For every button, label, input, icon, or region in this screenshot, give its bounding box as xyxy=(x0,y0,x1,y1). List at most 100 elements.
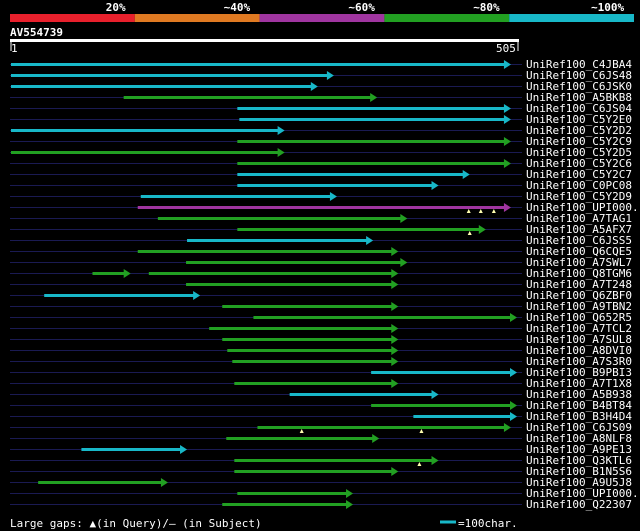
hit-label[interactable]: UniRef100_C6JS09 xyxy=(526,421,632,434)
hit-segment xyxy=(237,162,506,165)
hit-label[interactable]: UniRef100_B3H4D4 xyxy=(526,410,632,423)
hit-arrowhead xyxy=(329,192,337,201)
hit-arrowhead xyxy=(503,423,511,432)
hit-arrowhead xyxy=(366,236,374,245)
hit-label[interactable]: UniRef100_A7SWL7 xyxy=(526,256,632,269)
hit-label[interactable]: UniRef100_A5BKB8 xyxy=(526,91,632,104)
hit-label[interactable]: UniRef100_A8DVI0 xyxy=(526,344,632,357)
hit-arrowhead xyxy=(503,115,511,124)
gap-marker-icon xyxy=(478,209,483,213)
hit-segment xyxy=(81,448,183,451)
hit-segment xyxy=(137,206,506,209)
hit-label[interactable]: UniRef100_A9TBN2 xyxy=(526,300,632,313)
hit-arrowhead xyxy=(391,379,399,388)
hit-label[interactable]: UniRef100_A5AFX7 xyxy=(526,223,632,236)
hit-arrowhead xyxy=(391,280,399,289)
hit-arrowhead xyxy=(391,346,399,355)
hit-label[interactable]: UniRef100_Q8TGM6 xyxy=(526,267,632,280)
hit-label[interactable]: UniRef100_UPI000.. xyxy=(526,487,640,500)
hit-arrowhead xyxy=(391,302,399,311)
hit-segment xyxy=(234,470,394,473)
hit-segment xyxy=(209,327,394,330)
hit-label[interactable]: UniRef100_Q6CQE5 xyxy=(526,245,632,258)
hit-label[interactable]: UniRef100_A9U5J8 xyxy=(526,476,632,489)
hit-label[interactable]: UniRef100_A7SUL8 xyxy=(526,333,632,346)
identity-scale-bar xyxy=(10,14,634,22)
hit-arrowhead xyxy=(123,269,131,278)
hit-arrowhead xyxy=(277,126,285,135)
hit-segment xyxy=(92,272,126,275)
hit-segment xyxy=(239,118,506,121)
footer-gaps-legend: Large gaps: ▲(in Query)/– (in Subject) xyxy=(10,517,262,530)
hit-label[interactable]: UniRef100_C5Y2C6 xyxy=(526,157,632,170)
hit-label[interactable]: UniRef100_A7T248 xyxy=(526,278,632,291)
hit-label[interactable]: UniRef100_B1N5S6 xyxy=(526,465,632,478)
hit-label[interactable]: UniRef100_A7TAG1 xyxy=(526,212,632,225)
hit-arrowhead xyxy=(310,82,318,91)
hit-segment xyxy=(11,151,280,154)
scale-label: 20% xyxy=(105,1,126,14)
hit-segment xyxy=(234,459,434,462)
gap-marker-icon xyxy=(419,429,424,433)
hit-label[interactable]: UniRef100_Q22307 xyxy=(526,498,632,511)
hit-label[interactable]: UniRef100_C6JS04 xyxy=(526,102,632,115)
hit-label[interactable]: UniRef100_C5Y2C9 xyxy=(526,135,632,148)
scale-label: ~60% xyxy=(348,1,375,14)
hit-arrowhead xyxy=(503,60,511,69)
hit-segment xyxy=(44,294,196,297)
gap-marker-icon xyxy=(467,231,472,235)
hit-segment xyxy=(237,228,481,231)
hit-label[interactable]: UniRef100_B9PBI3 xyxy=(526,366,632,379)
hit-label[interactable]: UniRef100_C6JS48 xyxy=(526,69,632,82)
hit-label[interactable]: UniRef100_Q652R5 xyxy=(526,311,632,324)
hit-arrowhead xyxy=(462,170,470,179)
hit-label[interactable]: UniRef100_C6JSS5 xyxy=(526,234,632,247)
hit-arrowhead xyxy=(431,181,439,190)
hit-label[interactable]: UniRef100_C5Y2E0 xyxy=(526,113,632,126)
query-axis-bar xyxy=(10,39,519,42)
scale-label: ~40% xyxy=(223,1,251,14)
hit-label[interactable]: UniRef100_UPI000.. xyxy=(526,201,640,214)
hit-segment xyxy=(226,437,375,440)
gap-marker-icon xyxy=(466,209,471,213)
hit-segment xyxy=(11,63,506,66)
hit-segment xyxy=(157,217,403,220)
hit-segment xyxy=(237,140,506,143)
hit-segment xyxy=(237,173,465,176)
hit-arrowhead xyxy=(193,291,201,300)
hit-label[interactable]: UniRef100_A7S3R0 xyxy=(526,355,632,368)
hit-label[interactable]: UniRef100_C5Y2C7 xyxy=(526,168,632,181)
hit-segment xyxy=(11,74,329,77)
hit-segment xyxy=(253,316,512,319)
hit-arrowhead xyxy=(346,500,354,509)
scale-segment xyxy=(259,14,385,22)
hit-label[interactable]: UniRef100_C0PC08 xyxy=(526,179,632,192)
hit-arrowhead xyxy=(400,258,408,267)
hit-arrowhead xyxy=(326,71,334,80)
hit-arrowhead xyxy=(509,368,517,377)
hit-label[interactable]: UniRef100_Q6ZBF0 xyxy=(526,289,632,302)
hit-label[interactable]: UniRef100_A7T1X8 xyxy=(526,377,632,390)
hit-arrowhead xyxy=(431,456,439,465)
hit-arrowhead xyxy=(478,225,486,234)
hit-label[interactable]: UniRef100_B4BT84 xyxy=(526,399,632,412)
hit-label[interactable]: UniRef100_C5Y2D2 xyxy=(526,124,632,137)
hit-arrowhead xyxy=(503,104,511,113)
hit-arrowhead xyxy=(391,467,399,476)
hit-label[interactable]: UniRef100_C6JSK0 xyxy=(526,80,632,93)
hit-label[interactable]: UniRef100_A8NLF8 xyxy=(526,432,632,445)
hit-label[interactable]: UniRef100_A5B938 xyxy=(526,388,632,401)
hit-segment xyxy=(237,184,434,187)
hit-label[interactable]: UniRef100_C5Y2D9 xyxy=(526,190,632,203)
hit-arrowhead xyxy=(391,335,399,344)
hit-label[interactable]: UniRef100_C5Y2D5 xyxy=(526,146,632,159)
hit-segment xyxy=(371,371,512,374)
scale-segment xyxy=(134,14,260,22)
hit-label[interactable]: UniRef100_C4JBA4 xyxy=(526,58,632,71)
hit-segment xyxy=(186,261,403,264)
hit-label[interactable]: UniRef100_A7TCL2 xyxy=(526,322,632,335)
hit-label[interactable]: UniRef100_Q3KTL6 xyxy=(526,454,632,467)
hit-label[interactable]: UniRef100_A9PE13 xyxy=(526,443,632,456)
hit-segment xyxy=(123,96,373,99)
